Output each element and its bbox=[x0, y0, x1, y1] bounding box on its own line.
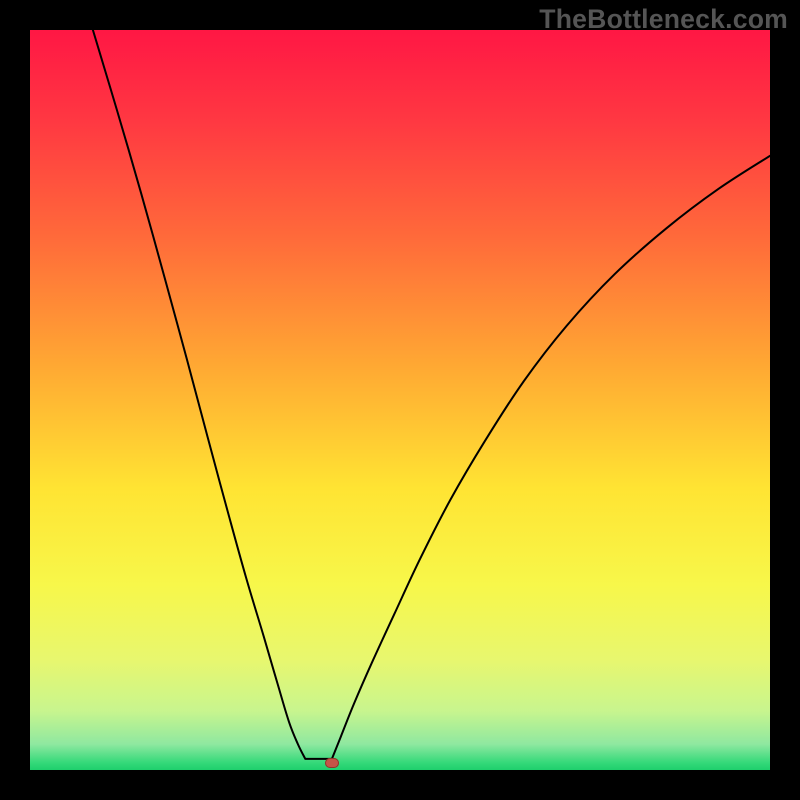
curve-path bbox=[93, 30, 770, 759]
optimal-point-marker bbox=[325, 758, 339, 768]
bottleneck-curve bbox=[30, 30, 770, 770]
chart-container: TheBottleneck.com bbox=[0, 0, 800, 800]
plot-area bbox=[30, 30, 770, 770]
